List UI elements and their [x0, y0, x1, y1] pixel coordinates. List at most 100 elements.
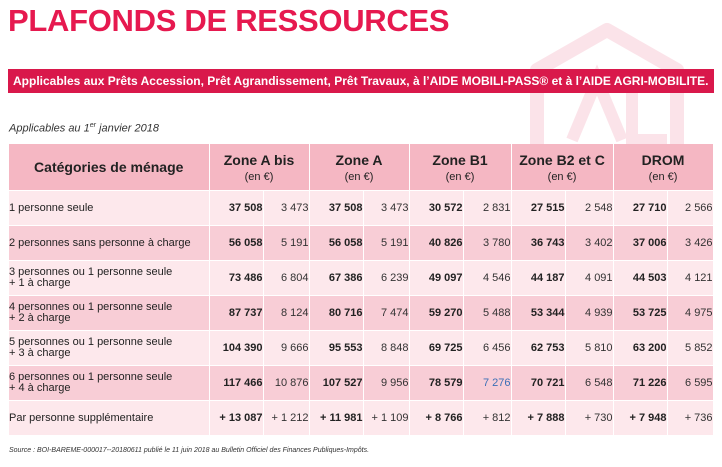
monthly-ceiling-cell: 6 456: [463, 330, 512, 366]
zone-header: DROM (en €): [613, 144, 714, 191]
annual-ceiling-cell: 37 508: [209, 190, 264, 226]
annual-ceiling-cell: + 7 948: [613, 400, 668, 436]
annual-ceiling-cell: 53 344: [511, 295, 566, 331]
monthly-ceiling-cell: 6 548: [565, 365, 614, 401]
table-row: 5 personnes ou 1 personne seule + 3 à ch…: [9, 330, 714, 366]
resource-ceilings-table: Catégories de ménage Zone A bis (en €) Zo…: [9, 144, 714, 436]
monthly-ceiling-cell: 6 239: [363, 260, 410, 296]
zone-unit: (en €): [445, 170, 475, 183]
monthly-ceiling-cell: 5 191: [263, 225, 310, 261]
applicability-banner: Applicables aux Prêts Accession, Prêt Ag…: [8, 69, 714, 93]
table-row: 1 personne seule 37 508 3 473 37 508 3 473 30…: [9, 190, 714, 226]
monthly-ceiling-cell: 6 595: [667, 365, 714, 401]
monthly-ceiling-cell: 5 852: [667, 330, 714, 366]
monthly-ceiling-cell: 10 876: [263, 365, 310, 401]
monthly-ceiling-cell: + 730: [565, 400, 614, 436]
table-row: 3 personnes ou 1 personne seule + 1 à ch…: [9, 260, 714, 296]
annual-ceiling-cell: 56 058: [309, 225, 364, 261]
monthly-ceiling-cell: 7 276: [463, 365, 512, 401]
row-label: 6 personnes ou 1 personne seule + 4 à ch…: [9, 365, 210, 401]
table-header-row: Catégories de ménage Zone A bis (en €) Zo…: [9, 144, 714, 191]
source-note: Source : BOI-BAREME-000017--20180611 pub…: [9, 447, 370, 454]
zone-header: Zone B2 et C (en €): [511, 144, 614, 191]
monthly-ceiling-cell: 5 191: [363, 225, 410, 261]
monthly-ceiling-cell: 6 804: [263, 260, 310, 296]
table-row: Par personne supplémentaire + 13 087 + 1 2…: [9, 400, 714, 436]
annual-ceiling-cell: 117 466: [209, 365, 264, 401]
monthly-ceiling-cell: 4 975: [667, 295, 714, 331]
monthly-ceiling-cell: + 736: [667, 400, 714, 436]
monthly-ceiling-cell: 3 473: [263, 190, 310, 226]
zone-header: Zone B1 (en €): [409, 144, 512, 191]
monthly-ceiling-cell: 4 091: [565, 260, 614, 296]
monthly-ceiling-cell: + 812: [463, 400, 512, 436]
annual-ceiling-cell: 40 826: [409, 225, 464, 261]
monthly-ceiling-cell: 5 488: [463, 295, 512, 331]
annual-ceiling-cell: 67 386: [309, 260, 364, 296]
row-label: 5 personnes ou 1 personne seule + 3 à ch…: [9, 330, 210, 366]
zone-unit: (en €): [648, 170, 678, 183]
annual-ceiling-cell: 37 006: [613, 225, 668, 261]
annual-ceiling-cell: 36 743: [511, 225, 566, 261]
monthly-ceiling-cell: 8 124: [263, 295, 310, 331]
monthly-ceiling-cell: 8 848: [363, 330, 410, 366]
monthly-ceiling-cell: 3 473: [363, 190, 410, 226]
zone-unit: (en €): [547, 170, 577, 183]
monthly-ceiling-cell: 3 426: [667, 225, 714, 261]
annual-ceiling-cell: 30 572: [409, 190, 464, 226]
annual-ceiling-cell: 71 226: [613, 365, 668, 401]
table-row: 6 personnes ou 1 personne seule + 4 à ch…: [9, 365, 714, 401]
annual-ceiling-cell: 104 390: [209, 330, 264, 366]
monthly-ceiling-cell: 2 566: [667, 190, 714, 226]
annual-ceiling-cell: + 7 888: [511, 400, 566, 436]
annual-ceiling-cell: 80 716: [309, 295, 364, 331]
row-label: 1 personne seule: [9, 190, 210, 226]
zone-unit: (en €): [244, 170, 274, 183]
monthly-ceiling-cell: 3 780: [463, 225, 512, 261]
monthly-ceiling-cell: 5 810: [565, 330, 614, 366]
annual-ceiling-cell: + 8 766: [409, 400, 464, 436]
annual-ceiling-cell: 56 058: [209, 225, 264, 261]
zone-name: Zone B2 et C: [519, 151, 605, 168]
zone-name: Zone B1: [432, 151, 488, 168]
table-row: 2 personnes sans personne à charge 56 058…: [9, 225, 714, 261]
zone-header: Zone A (en €): [309, 144, 410, 191]
effective-date-suffix: janvier 2018: [95, 122, 159, 135]
row-label: 2 personnes sans personne à charge: [9, 225, 210, 261]
category-header: Catégories de ménage: [9, 144, 210, 191]
annual-ceiling-cell: 44 187: [511, 260, 566, 296]
monthly-ceiling-cell: + 1 212: [263, 400, 310, 436]
annual-ceiling-cell: 70 721: [511, 365, 566, 401]
monthly-ceiling-cell: 2 831: [463, 190, 512, 226]
zone-name: Zone A bis: [223, 151, 295, 168]
effective-date-sup: er: [89, 122, 96, 129]
monthly-ceiling-cell: 4 546: [463, 260, 512, 296]
annual-ceiling-cell: + 11 981: [309, 400, 364, 436]
annual-ceiling-cell: 87 737: [209, 295, 264, 331]
monthly-ceiling-cell: 9 956: [363, 365, 410, 401]
row-label: Par personne supplémentaire: [9, 400, 210, 436]
monthly-ceiling-cell: 9 666: [263, 330, 310, 366]
annual-ceiling-cell: 107 527: [309, 365, 364, 401]
annual-ceiling-cell: + 13 087: [209, 400, 264, 436]
monthly-ceiling-cell: 2 548: [565, 190, 614, 226]
table-row: 4 personnes ou 1 personne seule + 2 à ch…: [9, 295, 714, 331]
zone-unit: (en €): [344, 170, 374, 183]
annual-ceiling-cell: 69 725: [409, 330, 464, 366]
annual-ceiling-cell: 73 486: [209, 260, 264, 296]
effective-date: Applicables au 1er janvier 2018: [9, 122, 159, 135]
row-label: 3 personnes ou 1 personne seule + 1 à ch…: [9, 260, 210, 296]
monthly-ceiling-cell: 7 474: [363, 295, 410, 331]
annual-ceiling-cell: 59 270: [409, 295, 464, 331]
zone-name: DROM: [641, 151, 685, 168]
annual-ceiling-cell: 95 553: [309, 330, 364, 366]
annual-ceiling-cell: 37 508: [309, 190, 364, 226]
annual-ceiling-cell: 49 097: [409, 260, 464, 296]
monthly-ceiling-cell: + 1 109: [363, 400, 410, 436]
row-label: 4 personnes ou 1 personne seule + 2 à ch…: [9, 295, 210, 331]
monthly-ceiling-cell: 4 939: [565, 295, 614, 331]
annual-ceiling-cell: 27 710: [613, 190, 668, 226]
annual-ceiling-cell: 62 753: [511, 330, 566, 366]
monthly-ceiling-cell: 4 121: [667, 260, 714, 296]
annual-ceiling-cell: 78 579: [409, 365, 464, 401]
